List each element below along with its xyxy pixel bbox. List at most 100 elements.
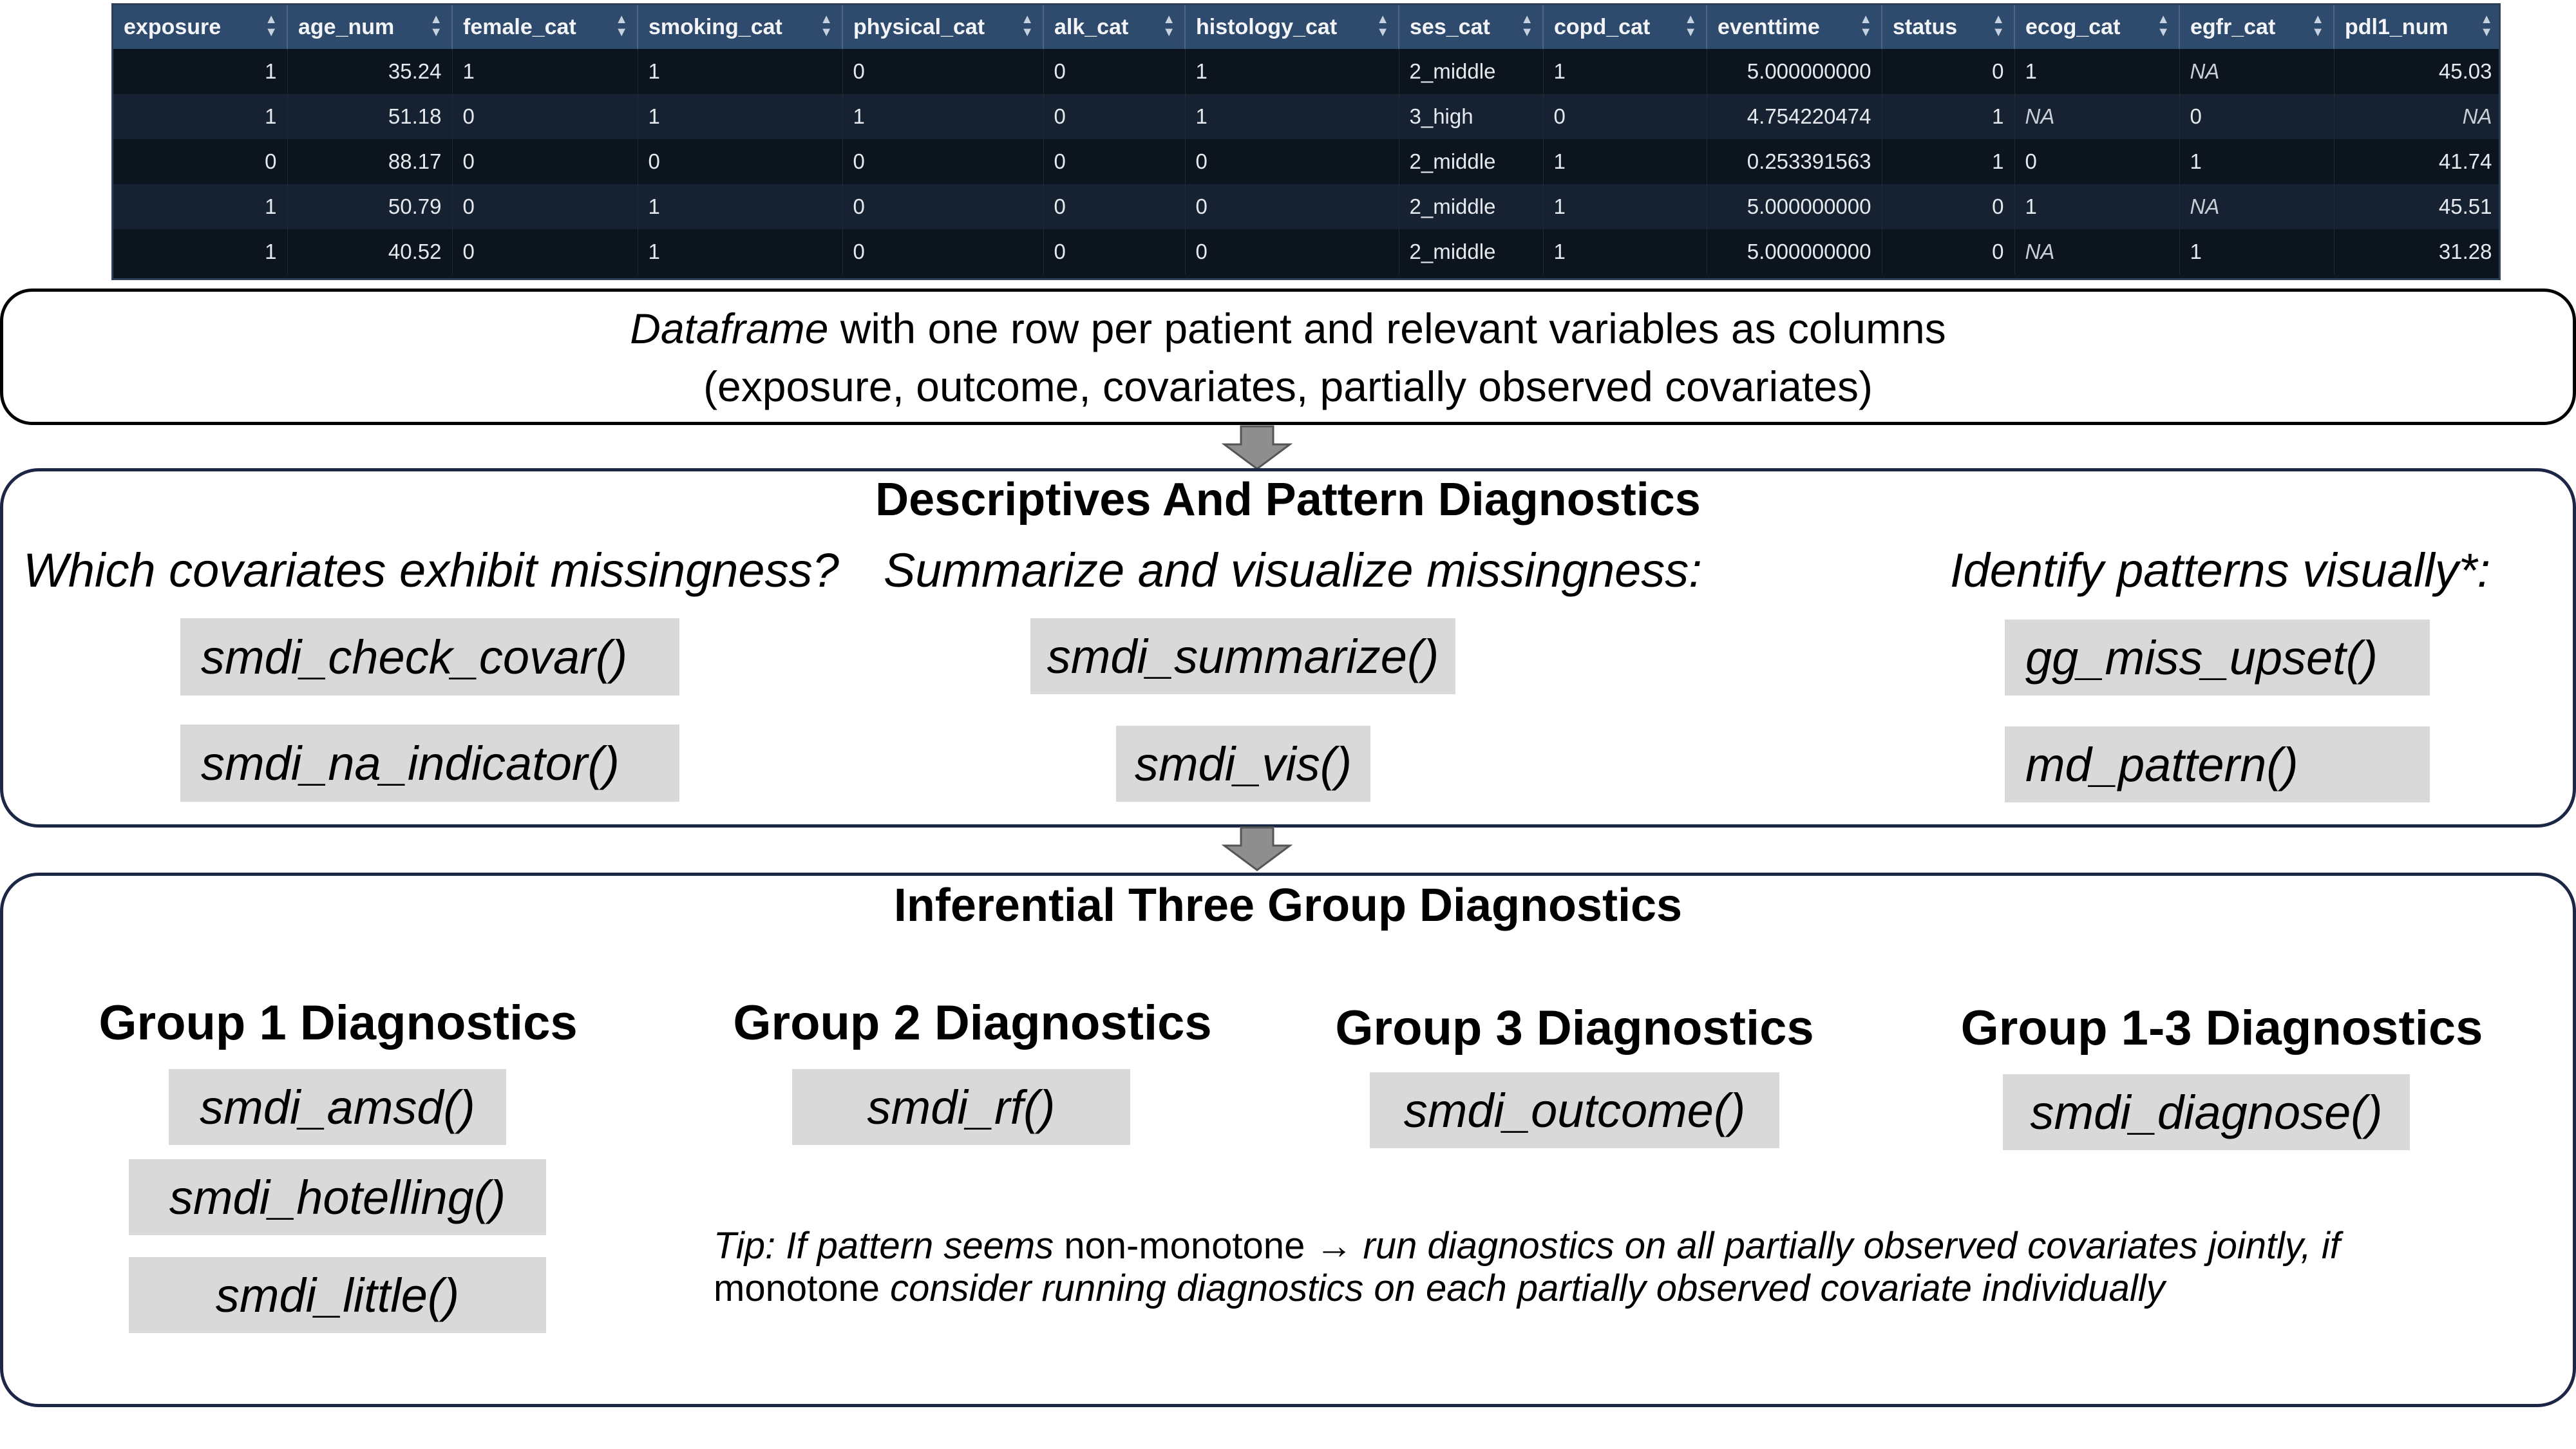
table-cell: 0 xyxy=(1543,94,1707,139)
table-cell: 1 xyxy=(1543,184,1707,229)
column-header-exposure[interactable]: exposure ▲ ▼ xyxy=(113,5,288,49)
table-cell: 1 xyxy=(113,49,288,94)
dataframe-line-1-rest: with one row per patient and relevant va… xyxy=(828,305,1946,352)
sort-arrows-icon[interactable]: ▲ ▼ xyxy=(1162,12,1175,39)
column-header-pdl1-num[interactable]: pdl1_num ▲ ▼ xyxy=(2334,5,2499,49)
table-cell: 0 xyxy=(113,139,288,184)
data-table: exposure ▲ ▼ age_num ▲ ▼ female_cat ▲ ▼ smokin… xyxy=(113,5,2499,274)
table-cell: 0 xyxy=(1043,139,1186,184)
inferential-title: Inferential Three Group Diagnostics xyxy=(893,880,1683,931)
table-cell: 88.17 xyxy=(287,139,453,184)
column-header-ses-cat[interactable]: ses_cat ▲ ▼ xyxy=(1399,5,1544,49)
column-header-label: physical_cat xyxy=(853,14,985,39)
table-cell: 0 xyxy=(1882,49,2015,94)
sort-arrows-icon[interactable]: ▲ ▼ xyxy=(1520,12,1533,39)
table-cell: 45.51 xyxy=(2334,184,2499,229)
column-header-egfr-cat[interactable]: egfr_cat ▲ ▼ xyxy=(2179,5,2334,49)
table-cell: 0 xyxy=(1043,229,1186,274)
column-header-label: eventtime xyxy=(1718,14,1820,39)
column-header-ecog-cat[interactable]: ecog_cat ▲ ▼ xyxy=(2014,5,2180,49)
table-cell: 0 xyxy=(638,139,843,184)
sort-arrows-icon[interactable]: ▲ ▼ xyxy=(2311,12,2324,39)
table-cell: 1 xyxy=(2179,139,2334,184)
column-header-female-cat[interactable]: female_cat ▲ ▼ xyxy=(452,5,638,49)
sort-arrows-icon[interactable]: ▲ ▼ xyxy=(430,12,442,39)
descriptives-title: Descriptives And Pattern Diagnostics xyxy=(875,474,1701,526)
table-cell: 0 xyxy=(1043,49,1186,94)
column-header-label: copd_cat xyxy=(1554,14,1651,39)
table-cell: 1 xyxy=(1543,139,1707,184)
column-header-eventtime[interactable]: eventtime ▲ ▼ xyxy=(1707,5,1882,49)
sort-arrows-icon[interactable]: ▲ ▼ xyxy=(615,12,628,39)
column-header-age-num[interactable]: age_num ▲ ▼ xyxy=(287,5,453,49)
dataframe-preview-table: exposure ▲ ▼ age_num ▲ ▼ female_cat ▲ ▼ smokin… xyxy=(111,3,2501,280)
column-header-copd-cat[interactable]: copd_cat ▲ ▼ xyxy=(1543,5,1707,49)
table-cell: 2_middle xyxy=(1399,184,1544,229)
dataframe-line-2: (exposure, outcome, covariates, partiall… xyxy=(703,363,1873,410)
table-cell: 5.000000000 xyxy=(1707,229,1882,274)
fn-smdi-summarize: smdi_summarize() xyxy=(1030,618,1455,694)
fn-smdi-na-indicator: smdi_na_indicator() xyxy=(180,724,679,802)
column-header-label: exposure xyxy=(124,14,222,39)
dataframe-line-1: Dataframe with one row per patient and r… xyxy=(0,299,2576,357)
column-header-label: ses_cat xyxy=(1410,14,1490,39)
table-cell: 1 xyxy=(2014,184,2180,229)
table-cell: 0 xyxy=(2179,94,2334,139)
sort-arrows-icon[interactable]: ▲ ▼ xyxy=(2480,12,2493,39)
column-header-label: egfr_cat xyxy=(2190,14,2276,39)
sort-arrows-icon[interactable]: ▲ ▼ xyxy=(1684,12,1697,39)
column-header-label: alk_cat xyxy=(1054,14,1129,39)
table-cell: 0 xyxy=(1043,184,1186,229)
table-cell: 1 xyxy=(2179,229,2334,274)
sort-arrows-icon[interactable]: ▲ ▼ xyxy=(2157,12,2170,39)
table-cell: 1 xyxy=(1185,94,1399,139)
sort-arrows-icon[interactable]: ▲ ▼ xyxy=(1859,12,1872,39)
sort-arrows-icon[interactable]: ▲ ▼ xyxy=(1021,12,1034,39)
question-identify-patterns: Identify patterns visually*: xyxy=(1950,544,2491,597)
question-summarize-visualize: Summarize and visualize missingness: xyxy=(884,544,1702,597)
table-cell: 1 xyxy=(1185,49,1399,94)
tip-monotone-advice: consider running diagnostics on each par… xyxy=(879,1267,2165,1309)
column-header-smoking-cat[interactable]: smoking_cat ▲ ▼ xyxy=(638,5,843,49)
table-cell: 0 xyxy=(452,184,638,229)
table-cell: 1 xyxy=(638,49,843,94)
table-cell: 41.74 xyxy=(2334,139,2499,184)
table-cell: 1 xyxy=(1882,139,2015,184)
table-cell: 1 xyxy=(1882,94,2015,139)
sort-arrows-icon[interactable]: ▲ ▼ xyxy=(1992,12,2005,39)
dataframe-emphasis: Dataframe xyxy=(630,305,829,352)
column-header-label: status xyxy=(1893,14,1958,39)
table-cell: 3_high xyxy=(1399,94,1544,139)
tip-non-monotone-advice: → run diagnostics on all partially obser… xyxy=(1305,1225,2340,1267)
table-cell: 0 xyxy=(1185,184,1399,229)
table-cell: 5.000000000 xyxy=(1707,49,1882,94)
sort-arrows-icon[interactable]: ▲ ▼ xyxy=(820,12,833,39)
table-cell: 45.03 xyxy=(2334,49,2499,94)
column-header-histology-cat[interactable]: histology_cat ▲ ▼ xyxy=(1185,5,1399,49)
table-cell: 0 xyxy=(1185,229,1399,274)
table-cell: NA xyxy=(2334,94,2499,139)
column-header-status[interactable]: status ▲ ▼ xyxy=(1882,5,2015,49)
column-header-physical-cat[interactable]: physical_cat ▲ ▼ xyxy=(842,5,1044,49)
table-cell: 4.754220474 xyxy=(1707,94,1882,139)
table-cell: 5.000000000 xyxy=(1707,184,1882,229)
down-arrow-1 xyxy=(1222,425,1293,470)
group-1-3-title: Group 1-3 Diagnostics xyxy=(1960,1001,2483,1056)
column-header-label: pdl1_num xyxy=(2345,14,2448,39)
column-header-alk-cat[interactable]: alk_cat ▲ ▼ xyxy=(1043,5,1186,49)
column-header-label: histology_cat xyxy=(1196,14,1338,39)
sort-arrows-icon[interactable]: ▲ ▼ xyxy=(265,12,278,39)
dataframe-box xyxy=(0,289,2576,425)
group-3-title: Group 3 Diagnostics xyxy=(1335,1001,1814,1056)
table-cell: 1 xyxy=(842,94,1044,139)
table-cell: NA xyxy=(2014,229,2180,274)
table-cell: NA xyxy=(2179,184,2334,229)
fn-smdi-check-covar: smdi_check_covar() xyxy=(180,618,679,696)
sort-arrows-icon[interactable]: ▲ ▼ xyxy=(1376,12,1389,39)
table-cell: 0 xyxy=(842,139,1044,184)
tip-monotone: monotone xyxy=(714,1267,880,1309)
table-row: 1 51.18 0 1 1 0 1 3_high 0 4.754220474 1 NA 0 NA xyxy=(113,94,2499,139)
table-cell: 1 xyxy=(113,184,288,229)
fn-gg-miss-upset: gg_miss_upset() xyxy=(2005,620,2430,696)
fn-smdi-little: smdi_little() xyxy=(129,1257,546,1333)
